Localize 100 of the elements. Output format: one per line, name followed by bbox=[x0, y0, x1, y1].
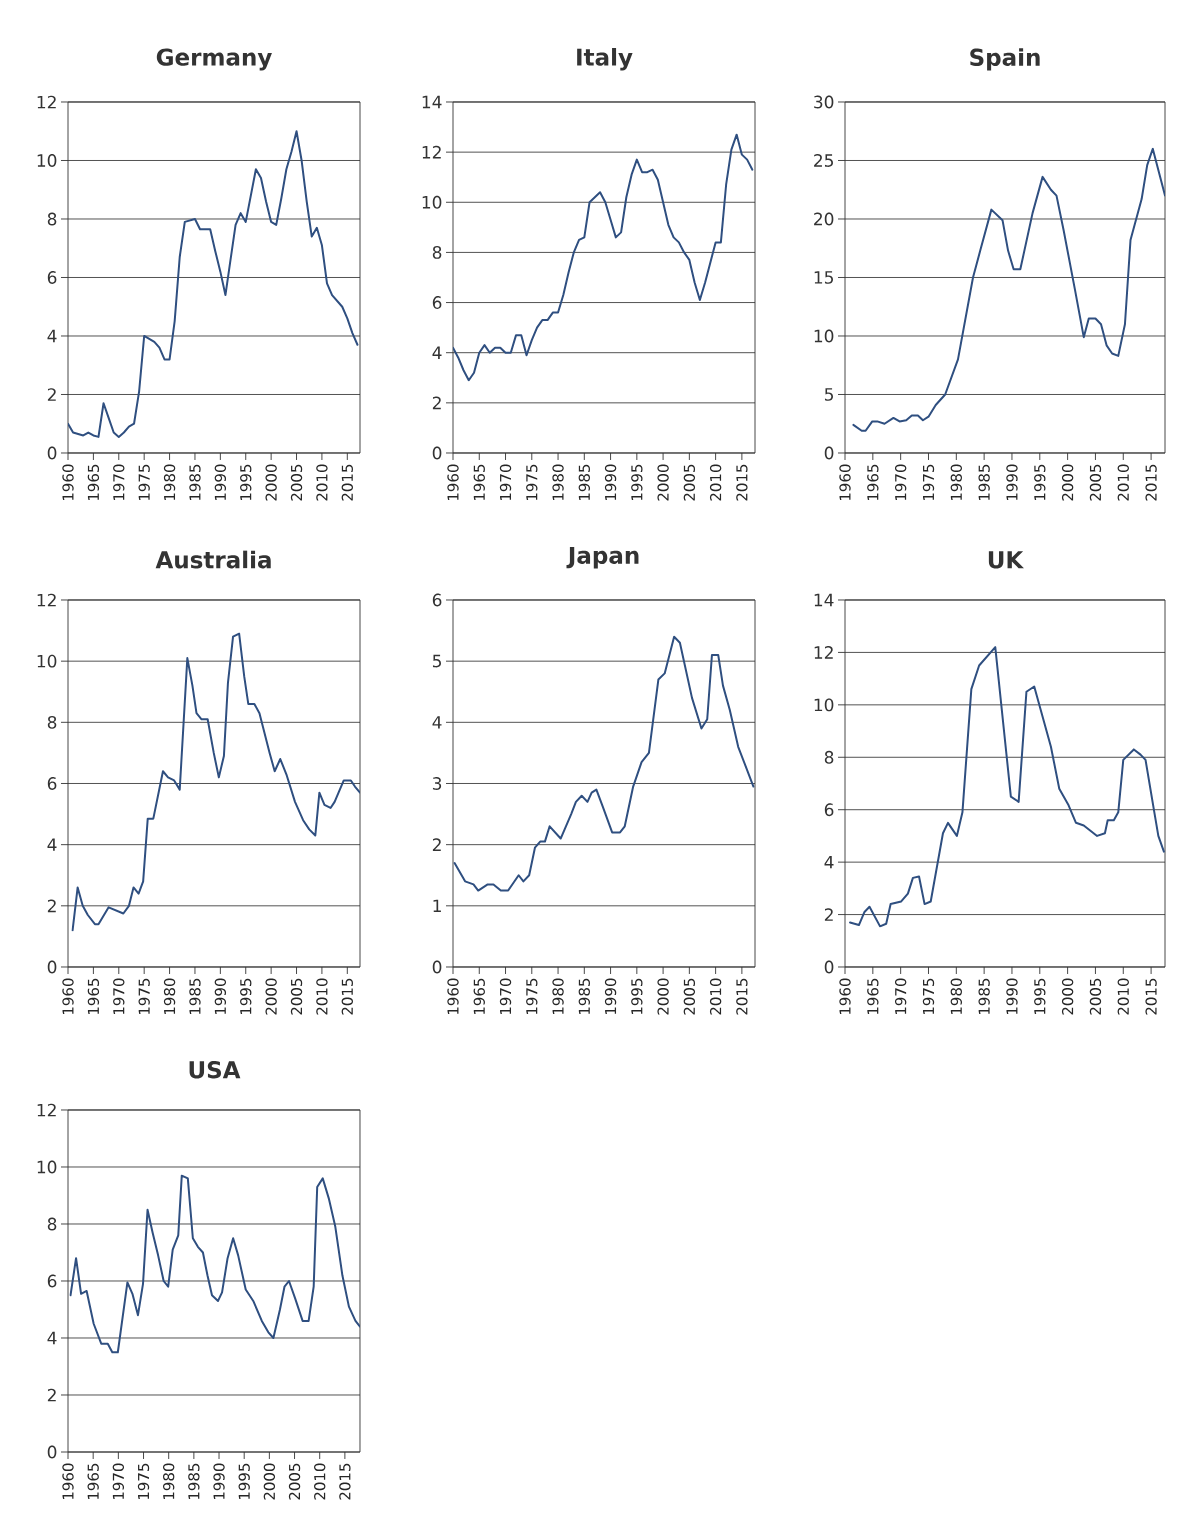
x-tick-label: 1990 bbox=[604, 978, 617, 1015]
y-tick-label: 2 bbox=[824, 908, 833, 921]
chart-title: Australia bbox=[155, 550, 271, 569]
x-tick-label: 1960 bbox=[447, 464, 459, 501]
x-tick-label: 1980 bbox=[163, 1463, 175, 1500]
x-tick-label: 2005 bbox=[683, 978, 696, 1015]
x-tick-label: 2015 bbox=[339, 1463, 351, 1500]
x-tick-label: 1990 bbox=[213, 1463, 225, 1500]
x-tick-label: 1965 bbox=[473, 464, 485, 501]
y-tick-label: 6 bbox=[47, 1274, 57, 1288]
y-tick-label: 2 bbox=[47, 388, 56, 401]
x-tick-label: 2005 bbox=[1089, 978, 1102, 1015]
y-tick-label: 30 bbox=[814, 95, 834, 109]
y-tick-label: 6 bbox=[432, 296, 442, 309]
x-tick-label: 2010 bbox=[316, 978, 328, 1015]
y-tick-label: 0 bbox=[47, 446, 57, 460]
x-tick-label: 1965 bbox=[87, 1463, 99, 1500]
x-tick-label: 2010 bbox=[314, 1463, 326, 1500]
x-tick-label: 2000 bbox=[1061, 464, 1074, 501]
y-tick-label: 5 bbox=[432, 654, 441, 668]
y-tick-label: 4 bbox=[432, 346, 442, 359]
y-tick-label: 0 bbox=[47, 960, 57, 974]
x-tick-label: 1995 bbox=[240, 464, 252, 501]
y-tick-label: 8 bbox=[47, 715, 57, 729]
x-tick-label: 1990 bbox=[604, 464, 617, 501]
x-tick-label: 1970 bbox=[112, 1463, 125, 1500]
x-tick-label: 1980 bbox=[163, 978, 176, 1015]
x-tick-label: 1975 bbox=[922, 464, 935, 501]
y-tick-label: 8 bbox=[47, 212, 57, 226]
y-tick-label: 10 bbox=[814, 329, 834, 343]
y-tick-label: 4 bbox=[432, 716, 442, 729]
line-series bbox=[453, 635, 755, 892]
x-tick-label: 2010 bbox=[1117, 978, 1129, 1015]
y-tick-label: 10 bbox=[422, 195, 442, 209]
y-tick-label: 0 bbox=[47, 1445, 57, 1459]
y-tick-label: 4 bbox=[824, 855, 834, 869]
y-tick-label: 6 bbox=[432, 593, 442, 607]
x-tick-label: 2000 bbox=[265, 978, 277, 1015]
x-tick-label: 1995 bbox=[240, 978, 252, 1015]
x-tick-label: 2015 bbox=[736, 978, 748, 1015]
x-tick-label: 1960 bbox=[62, 978, 74, 1015]
y-tick-label: 12 bbox=[37, 1103, 56, 1117]
y-tick-label: 6 bbox=[47, 271, 57, 284]
x-tick-label: 1980 bbox=[163, 464, 176, 501]
x-tick-label: 2005 bbox=[1089, 464, 1102, 501]
y-tick-label: 20 bbox=[814, 212, 834, 226]
y-tick-label: 4 bbox=[47, 838, 57, 851]
x-tick-label: 1990 bbox=[1006, 978, 1018, 1015]
x-tick-label: 1965 bbox=[867, 978, 879, 1015]
x-tick-label: 1975 bbox=[922, 978, 935, 1015]
y-tick-label: 10 bbox=[37, 1160, 57, 1174]
x-tick-label: 1995 bbox=[631, 978, 643, 1015]
x-tick-label: 2005 bbox=[288, 1463, 301, 1500]
x-tick-label: 1975 bbox=[138, 978, 150, 1015]
x-tick-label: 2000 bbox=[657, 464, 669, 501]
x-tick-label: 2010 bbox=[709, 464, 722, 501]
x-tick-label: 1985 bbox=[189, 464, 201, 501]
y-tick-label: 2 bbox=[432, 396, 441, 410]
y-tick-label: 8 bbox=[47, 1217, 57, 1231]
x-tick-label: 2015 bbox=[341, 464, 353, 501]
x-tick-label: 2000 bbox=[657, 978, 669, 1015]
x-tick-label: 2010 bbox=[1117, 464, 1129, 501]
y-tick-label: 14 bbox=[422, 95, 442, 109]
x-tick-label: 1980 bbox=[950, 978, 962, 1015]
y-tick-label: 0 bbox=[824, 960, 834, 974]
y-tick-label: 8 bbox=[432, 245, 442, 259]
y-tick-label: 12 bbox=[37, 593, 56, 607]
x-tick-label: 2015 bbox=[1145, 978, 1157, 1015]
x-tick-label: 2005 bbox=[683, 464, 696, 501]
y-tick-label: 10 bbox=[814, 698, 834, 712]
x-tick-label: 1975 bbox=[138, 464, 150, 501]
x-tick-label: 1970 bbox=[894, 464, 907, 501]
x-tick-label: 1960 bbox=[447, 978, 459, 1015]
y-tick-label: 15 bbox=[814, 271, 833, 284]
x-tick-label: 2010 bbox=[316, 464, 328, 501]
x-tick-label: 1975 bbox=[137, 1463, 150, 1500]
x-tick-label: 1985 bbox=[189, 978, 201, 1015]
x-tick-label: 1980 bbox=[950, 464, 962, 501]
y-tick-label: 4 bbox=[47, 329, 57, 343]
y-tick-label: 25 bbox=[814, 154, 833, 167]
x-tick-label: 1990 bbox=[1006, 464, 1018, 501]
x-tick-label: 1995 bbox=[1034, 464, 1046, 501]
x-tick-label: 1970 bbox=[113, 978, 125, 1015]
x-tick-label: 1980 bbox=[552, 464, 564, 501]
x-tick-label: 1985 bbox=[578, 978, 590, 1015]
x-tick-label: 2000 bbox=[1061, 978, 1074, 1015]
x-tick-label: 1990 bbox=[214, 978, 227, 1015]
x-tick-label: 1970 bbox=[499, 464, 512, 501]
y-tick-label: 12 bbox=[422, 145, 441, 159]
y-tick-label: 10 bbox=[37, 654, 57, 668]
y-tick-label: 14 bbox=[814, 593, 834, 607]
y-tick-label: 10 bbox=[37, 154, 57, 167]
x-tick-label: 2015 bbox=[736, 464, 748, 501]
x-tick-label: 1985 bbox=[978, 464, 990, 501]
x-tick-label: 1960 bbox=[839, 464, 851, 501]
x-tick-label: 1960 bbox=[62, 1463, 74, 1500]
y-tick-label: 0 bbox=[432, 446, 442, 460]
line-series bbox=[852, 147, 1166, 432]
x-tick-label: 1970 bbox=[894, 978, 907, 1015]
x-tick-label: 1960 bbox=[62, 464, 74, 501]
